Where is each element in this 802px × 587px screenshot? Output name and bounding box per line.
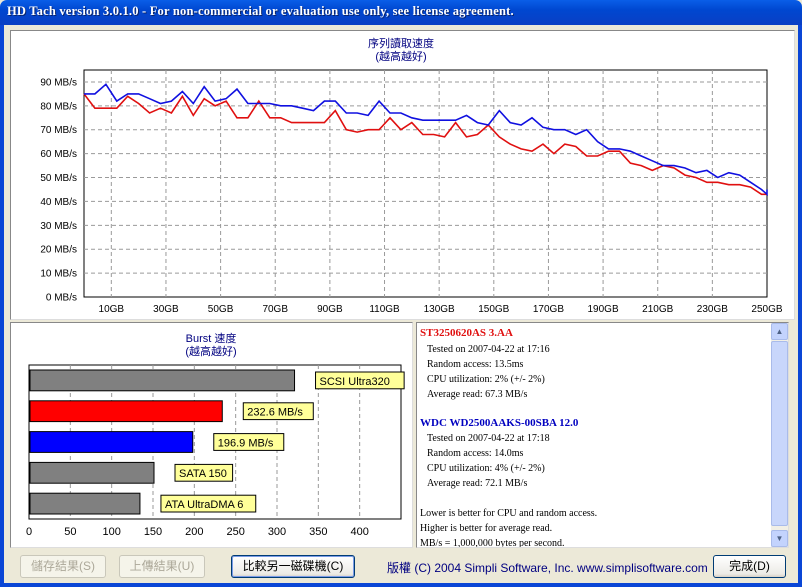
read-x-tick-label: 130GB <box>424 304 455 315</box>
sequential-read-panel: 序列讀取速度 (越高越好) 0 MB/s 10 MB/s 20 MB/s 30 MB/s 4… <box>10 30 795 320</box>
read-x-tick-label: 70GB <box>262 304 288 315</box>
sequential-read-chart: 序列讀取速度(越高越好) 0 MB/s 10 MB/s 20 MB/s 30 MB/s 4… <box>40 36 783 315</box>
burst-bar-label: 232.6 MB/s <box>247 407 303 419</box>
burst-bar-label-box <box>174 463 234 482</box>
window-frame-bottom <box>0 583 802 587</box>
drive2-random-access: Random access: 14.0ms <box>427 448 524 459</box>
window-frame-left <box>0 25 4 587</box>
copyright-text: 版權 (C) 2004 Simpli Software, Inc. www.si… <box>387 561 708 575</box>
burst-speed-chart: Burst 速度(越高越好) 0 50 100 150 200 250 300 350 400 SC… <box>26 331 405 538</box>
burst-bar <box>29 461 155 484</box>
note-higher-better: Higher is better for average read. <box>420 523 553 534</box>
read-y-tick-label: 50 MB/s <box>40 173 77 184</box>
burst-x-tick-label: 200 <box>185 526 203 538</box>
drive2-name: WDC WD2500AAKS-00SBA 12.0 <box>420 417 579 429</box>
burst-bar <box>29 369 296 392</box>
burst-x-tick-label: 250 <box>226 526 244 538</box>
save-results-button[interactable]: 儲存結果(S) <box>20 555 106 578</box>
burst-bar-label-box <box>315 371 405 390</box>
drive2-cpu: CPU utilization: 4% (+/- 2%) <box>427 463 545 474</box>
burst-chart-title: Burst 速度 <box>186 331 237 345</box>
note-mbs-definition: MB/s = 1,000,000 bytes per second. <box>420 538 565 548</box>
info-scrollbar[interactable]: ▲ ▼ <box>771 323 788 547</box>
done-button[interactable]: 完成(D) <box>713 555 786 578</box>
read-y-tick-label: 40 MB/s <box>40 197 77 208</box>
read-chart-title: 序列讀取速度 <box>368 36 434 50</box>
drive-info-panel: ST3250620AS 3.AA Tested on 2007-04-22 at… <box>416 322 789 548</box>
burst-bar <box>29 492 141 515</box>
burst-bar-label-box <box>213 433 285 451</box>
burst-speed-panel: Burst 速度 (越高越好) 0 50 100 150 200 250 300 350 400 SC… <box>10 322 413 548</box>
read-series-blue-line <box>84 83 768 197</box>
read-y-tick-label: 60 MB/s <box>40 149 77 160</box>
scroll-thumb[interactable] <box>771 341 788 526</box>
burst-x-tick-label: 150 <box>144 526 162 538</box>
burst-bar-label: ATA UltraDMA 6 <box>165 499 243 511</box>
read-chart-subtitle: (越高越好) <box>375 49 426 63</box>
read-y-tick-label: 30 MB/s <box>40 221 77 232</box>
burst-x-tick-label: 50 <box>64 526 76 538</box>
window-frame-right <box>798 25 802 587</box>
read-y-tick-label: 10 MB/s <box>40 269 77 280</box>
read-x-tick-label: 170GB <box>533 304 564 315</box>
burst-x-tick-label: 100 <box>102 526 120 538</box>
read-y-tick-label: 0 MB/s <box>46 293 77 304</box>
burst-x-tick-label: 0 <box>26 526 32 538</box>
burst-bar <box>29 400 223 423</box>
compare-drive-button[interactable]: 比較另一磁碟機(C) <box>231 555 355 578</box>
title-bar[interactable]: HD Tach version 3.0.1.0 - For non-commer… <box>0 0 802 25</box>
note-lower-better: Lower is better for CPU and random acces… <box>420 508 598 519</box>
window-title: HD Tach version 3.0.1.0 - For non-commer… <box>7 4 514 18</box>
drive1-cpu: CPU utilization: 2% (+/- 2%) <box>427 374 545 385</box>
drive1-random-access: Random access: 13.5ms <box>427 359 524 370</box>
drive1-average-read: Average read: 67.3 MB/s <box>427 389 528 400</box>
read-y-tick-label: 20 MB/s <box>40 245 77 256</box>
burst-x-tick-label: 300 <box>268 526 286 538</box>
burst-bar-label: 196.9 MB/s <box>218 437 274 449</box>
burst-chart-subtitle: (越高越好) <box>185 344 236 358</box>
read-series-red-line <box>83 93 767 196</box>
scroll-up-arrow-icon[interactable]: ▲ <box>771 323 788 340</box>
read-x-tick-label: 190GB <box>588 304 619 315</box>
read-x-tick-label: 110GB <box>369 304 400 315</box>
read-x-tick-label: 50GB <box>208 304 234 315</box>
read-y-tick-label: 70 MB/s <box>40 125 77 136</box>
read-x-tick-label: 90GB <box>317 304 343 315</box>
drive1-tested: Tested on 2007-04-22 at 17:16 <box>427 344 550 355</box>
read-x-tick-label: 10GB <box>99 304 125 315</box>
read-x-tick-label: 30GB <box>153 304 179 315</box>
read-x-tick-label: 250GB <box>751 304 782 315</box>
burst-x-tick-label: 400 <box>350 526 368 538</box>
burst-bar <box>29 431 194 453</box>
drive2-tested: Tested on 2007-04-22 at 17:18 <box>427 433 550 444</box>
burst-bar-label-box <box>242 402 314 421</box>
burst-bar-label: SATA 150 <box>179 468 227 480</box>
read-y-tick-label: 90 MB/s <box>40 77 77 88</box>
drive2-average-read: Average read: 72.1 MB/s <box>427 478 528 489</box>
burst-x-tick-label: 350 <box>309 526 327 538</box>
read-x-tick-label: 230GB <box>697 304 728 315</box>
read-x-tick-label: 150GB <box>478 304 509 315</box>
drive1-name: ST3250620AS 3.AA <box>420 327 513 339</box>
burst-bar-label-box <box>160 494 257 513</box>
burst-bar-label: SCSI Ultra320 <box>320 376 390 388</box>
read-y-tick-label: 80 MB/s <box>40 101 77 112</box>
read-x-tick-label: 210GB <box>642 304 673 315</box>
upload-results-button[interactable]: 上傳結果(U) <box>119 555 205 578</box>
scroll-down-arrow-icon[interactable]: ▼ <box>771 530 788 547</box>
